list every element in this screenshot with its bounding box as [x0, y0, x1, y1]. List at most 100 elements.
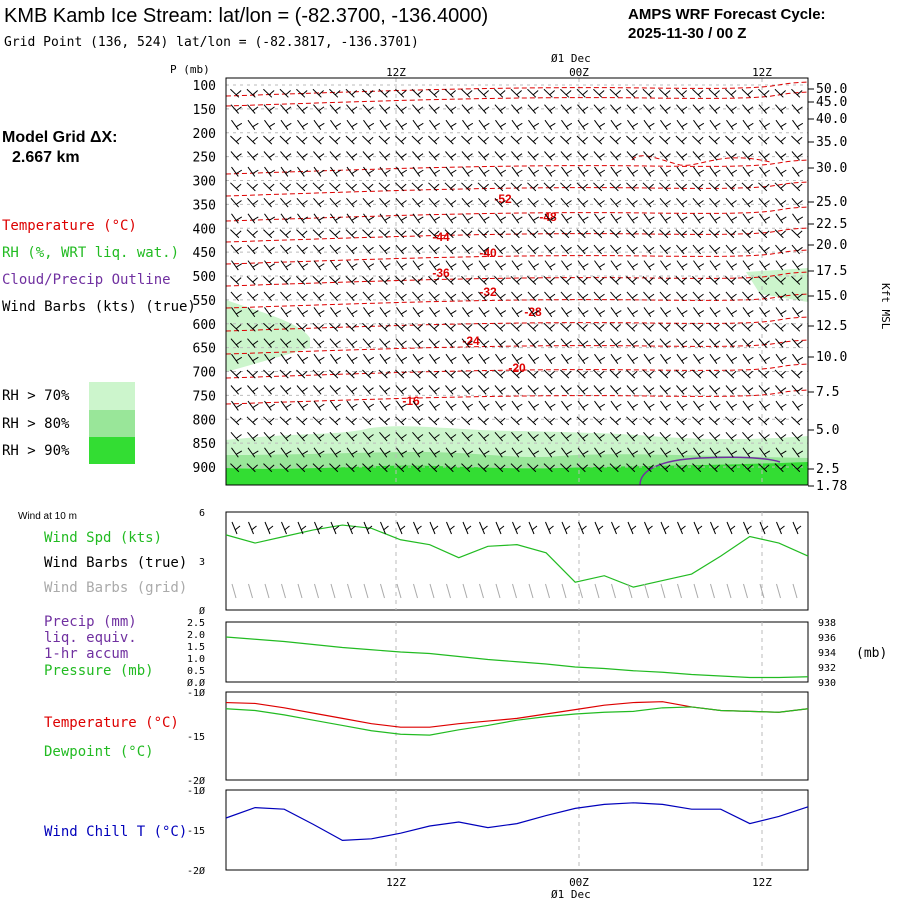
wind-barb-true: [479, 521, 488, 535]
wind-barb: [395, 229, 407, 239]
wind-barb: [659, 88, 671, 98]
rh80-label: RH > 80%: [2, 416, 70, 432]
wind-barb: [461, 182, 473, 192]
isotherm-line: [225, 91, 809, 107]
wind-barb: [676, 166, 688, 177]
wind-barb: [429, 307, 441, 318]
wind-barb: [363, 447, 375, 458]
wind-barb: [297, 307, 309, 318]
wind-barb: [329, 276, 341, 285]
wind-barb: [428, 88, 440, 98]
wind-barb-grid: [363, 583, 369, 599]
wind-barb: [791, 276, 803, 285]
wind-barb: [725, 463, 737, 473]
wind-barb: [643, 197, 655, 208]
wind-barb: [478, 291, 490, 302]
model-grid-value: 2.667 km: [12, 149, 80, 166]
legend-wind-barbs-true: Wind Barbs (true): [44, 555, 187, 571]
wind-barb: [379, 213, 391, 224]
wind-barb: [378, 416, 390, 426]
wind-barb-true: [578, 521, 587, 535]
wind-barb: [461, 244, 473, 255]
wind-barb-true: [660, 521, 670, 535]
pressure-y-tick: 938: [818, 618, 836, 629]
wind-barb: [396, 166, 408, 177]
bottom-time-tick-label: 12Z: [386, 876, 406, 889]
wind-barb: [395, 88, 407, 98]
wind-barb: [477, 229, 489, 239]
wind-barb: [741, 463, 753, 473]
kft-tick-label: 5.0: [816, 423, 839, 438]
wind-barb: [675, 88, 687, 98]
wind-barb: [510, 229, 522, 239]
wind-barb: [709, 151, 721, 161]
wind-barb: [626, 338, 638, 348]
wind-barb: [528, 260, 540, 271]
wind-barb: [346, 260, 358, 271]
wind-barb: [544, 151, 556, 161]
wind-barb: [330, 400, 342, 411]
wind-barb: [709, 447, 721, 458]
rh90-swatch: [89, 437, 135, 464]
wind-barb: [462, 447, 474, 458]
wind-barb: [246, 463, 258, 473]
wind-barb-true: [743, 521, 752, 535]
isotherm-line: [225, 339, 809, 355]
wind-barb: [329, 229, 341, 239]
wind-barb: [428, 276, 440, 285]
wind-barb: [775, 307, 787, 318]
wind-barb: [461, 104, 473, 114]
wind-barb: [709, 104, 721, 114]
wind-barb: [445, 307, 457, 318]
isotherm-label: -52: [494, 192, 512, 206]
wind-barb: [576, 182, 588, 192]
wind-barb: [511, 260, 523, 271]
wind-barb: [675, 229, 687, 239]
wind-barb: [510, 369, 522, 379]
wind-barb: [676, 151, 688, 161]
wind-barb: [246, 229, 258, 239]
wind-barb: [412, 119, 424, 130]
wind-barb: [676, 338, 688, 348]
wind-barb: [280, 291, 292, 302]
wind-barb: [725, 104, 737, 114]
wind-barb: [742, 260, 754, 271]
wind-barb: [560, 385, 572, 395]
wind-barb: [527, 88, 539, 98]
wind-barb: [246, 182, 258, 192]
wind-barb: [412, 338, 424, 348]
wind-barb: [675, 416, 687, 426]
wind-barb-grid: [561, 583, 567, 599]
wind-barb: [660, 166, 672, 177]
wind-barb: [593, 369, 605, 379]
wind-barb-grid: [545, 583, 550, 599]
wind-barb: [626, 291, 638, 302]
wind-barb: [296, 369, 308, 379]
wind-barb-grid: [446, 583, 451, 599]
wind-barb: [527, 104, 539, 114]
wind-barb-grid: [528, 583, 534, 599]
wind-barb: [775, 166, 787, 177]
wind-barb: [230, 182, 242, 192]
kft-tick-label: 10.0: [816, 350, 847, 365]
wind-barb-true: [594, 521, 604, 535]
wind-barb: [726, 447, 738, 458]
wind-barb: [495, 166, 507, 177]
wind-barb: [642, 135, 654, 145]
wind-barb: [692, 104, 704, 114]
wind-barb: [461, 135, 473, 145]
rh90-label: RH > 90%: [2, 443, 70, 459]
wind-barb: [774, 369, 786, 379]
wind-barb: [378, 463, 390, 473]
wind-barb-true: [627, 521, 637, 535]
wind-barb: [527, 416, 539, 426]
wind-barb: [461, 276, 473, 285]
wind-barb: [708, 135, 720, 145]
isotherm-line: [225, 81, 809, 97]
wind-barb: [313, 291, 325, 302]
wind-barb: [362, 385, 374, 395]
wind-barb: [231, 119, 243, 130]
wind-barb-true: [545, 521, 554, 535]
wind-barb: [511, 244, 523, 255]
wind-barb: [527, 244, 539, 255]
